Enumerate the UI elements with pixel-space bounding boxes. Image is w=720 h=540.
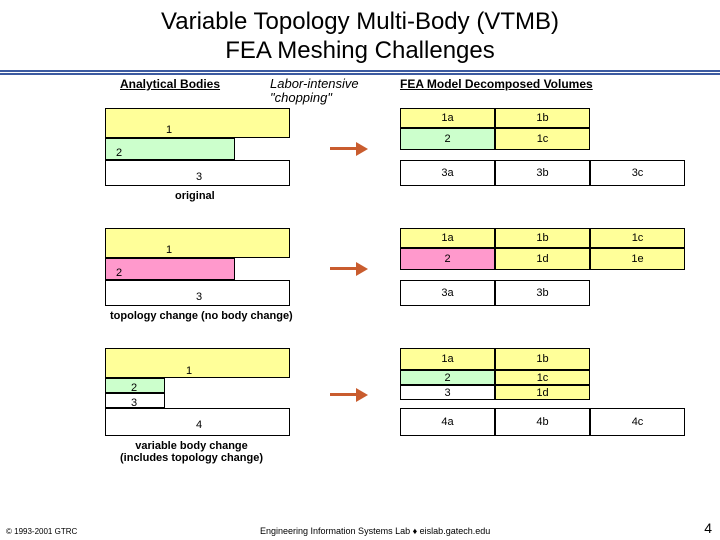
labor-line-2: "chopping" xyxy=(270,91,359,105)
analytical-cell: 1 xyxy=(105,228,290,258)
analytical-cell: 1 xyxy=(105,108,290,138)
title-line-1: Variable Topology Multi-Body (VTMB) xyxy=(0,8,720,37)
cell-label: 4 xyxy=(196,419,202,431)
cell-label: 1 xyxy=(166,124,172,136)
decomposed-cell: 3a xyxy=(400,280,495,306)
cell-label: 2 xyxy=(116,147,122,159)
copyright: © 1993-2001 GTRC xyxy=(6,527,77,536)
title-underline xyxy=(0,70,720,75)
decomposed-cell: 1d xyxy=(495,385,590,400)
analytical-block-s3: 1 23 4 xyxy=(105,348,290,436)
analytical-cell: 1 xyxy=(105,348,290,378)
analytical-bodies-header: Analytical Bodies xyxy=(120,77,220,91)
analytical-cell: 4 xyxy=(105,408,290,436)
cell-label: 3 xyxy=(196,171,202,183)
labor-line-1: Labor-intensive xyxy=(270,77,359,91)
analytical-block-s2: 1 2 3 xyxy=(105,228,290,306)
decomposed-cell: 1b xyxy=(495,228,590,248)
decomposed-cell: 2 xyxy=(400,370,495,385)
decomposed-cell: 1a xyxy=(400,228,495,248)
analytical-cell: 2 xyxy=(105,378,165,393)
decomposed-block-s3: 1a1b21c31d4a4b4c xyxy=(400,348,685,436)
decomposed-cell: 3b xyxy=(495,280,590,306)
decomposed-cell: 3a xyxy=(400,160,495,186)
decomposed-cell: 1a xyxy=(400,108,495,128)
cell-label: 2 xyxy=(116,267,122,279)
cell-label: 1 xyxy=(166,244,172,256)
analytical-block-s1: 1 2 3 xyxy=(105,108,290,186)
decomposed-cell: 4b xyxy=(495,408,590,436)
section-caption: original xyxy=(175,190,215,202)
analytical-cell: 3 xyxy=(105,280,290,306)
arrow-icon xyxy=(330,142,370,156)
section-caption: variable body change(includes topology c… xyxy=(120,440,263,464)
title-line-2: FEA Meshing Challenges xyxy=(0,37,720,66)
decomposed-cell: 4c xyxy=(590,408,685,436)
section-caption: topology change (no body change) xyxy=(110,310,293,322)
decomposed-cell: 1a xyxy=(400,348,495,370)
decomposed-block-s1: 1a1b21c3a3b3c xyxy=(400,108,685,186)
decomposed-cell: 1b xyxy=(495,108,590,128)
cell-label: 3 xyxy=(196,291,202,303)
arrow-icon xyxy=(330,388,370,402)
section-caption-2: (includes topology change) xyxy=(120,452,263,464)
decomposed-block-s2: 1a1b1c 21d1e 3a3b xyxy=(400,228,685,306)
decomposed-cell: 1d xyxy=(495,248,590,270)
arrow-icon xyxy=(330,262,370,276)
cell-label: 1 xyxy=(186,365,192,377)
footer-lab: Engineering Information Systems Lab ♦ ei… xyxy=(260,526,490,536)
decomposed-cell: 2 xyxy=(400,248,495,270)
analytical-cell: 3 xyxy=(105,393,165,408)
decomposed-cell: 1c xyxy=(495,128,590,150)
labor-intensive-label: Labor-intensive "chopping" xyxy=(270,77,359,106)
decomposed-cell: 3b xyxy=(495,160,590,186)
decomposed-cell: 2 xyxy=(400,128,495,150)
decomposed-cell: 3 xyxy=(400,385,495,400)
decomposed-cell: 1b xyxy=(495,348,590,370)
analytical-cell: 2 xyxy=(105,138,235,160)
decomposed-cell: 1c xyxy=(590,228,685,248)
fea-model-header: FEA Model Decomposed Volumes xyxy=(400,77,593,91)
analytical-cell: 3 xyxy=(105,160,290,186)
slide-number: 4 xyxy=(704,520,712,536)
analytical-cell: 2 xyxy=(105,258,235,280)
decomposed-cell: 1e xyxy=(590,248,685,270)
decomposed-cell: 4a xyxy=(400,408,495,436)
decomposed-cell: 3c xyxy=(590,160,685,186)
decomposed-cell: 1c xyxy=(495,370,590,385)
